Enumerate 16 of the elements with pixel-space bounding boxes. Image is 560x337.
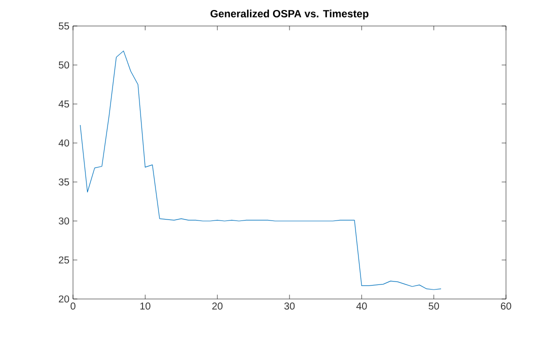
y-tick-label: 40 bbox=[58, 139, 70, 147]
chart-title: Generalized OSPA vs. Timestep bbox=[210, 10, 368, 20]
y-tick-label: 50 bbox=[58, 61, 70, 69]
x-tick-label: 0 bbox=[70, 302, 76, 310]
x-tick-label: 10 bbox=[140, 302, 150, 310]
x-tick-label: 40 bbox=[356, 302, 367, 310]
y-tick-label: 20 bbox=[58, 295, 70, 303]
x-tick-label: 50 bbox=[428, 302, 440, 310]
y-tick-label: 25 bbox=[58, 256, 70, 264]
x-tick-label: 20 bbox=[212, 302, 223, 310]
y-tick-label: 55 bbox=[58, 22, 70, 30]
y-tick-label: 45 bbox=[58, 100, 70, 108]
x-tick-label: 30 bbox=[284, 302, 295, 310]
y-tick-label: 35 bbox=[58, 178, 70, 186]
y-tick-label: 30 bbox=[58, 217, 70, 225]
x-tick-label: 60 bbox=[500, 302, 512, 310]
